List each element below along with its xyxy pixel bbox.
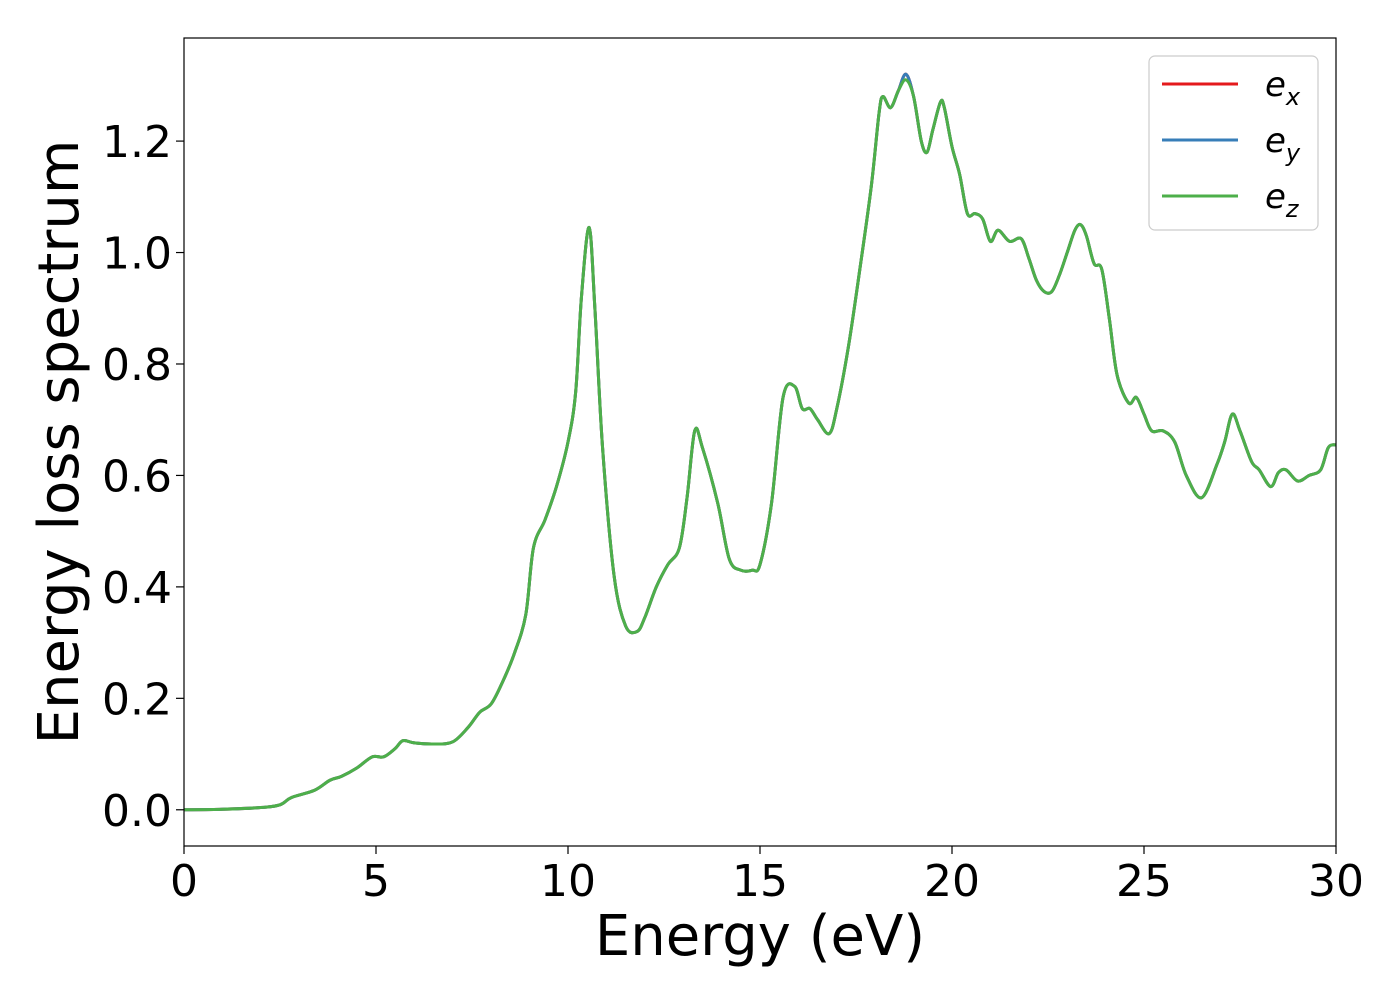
series-line-e-z <box>183 78 1337 812</box>
y-axis: 0.0 0.2 0.4 0.6 0.8 1.0 1.2 <box>102 117 184 837</box>
y-axis-label: Energy loss spectrum <box>27 140 92 745</box>
x-tick-label: 10 <box>540 856 596 907</box>
y-tick-label: 1.2 <box>102 117 172 168</box>
series-layer <box>183 72 1337 812</box>
x-tick-label: 0 <box>170 856 198 907</box>
y-tick-label: 0.0 <box>102 786 172 837</box>
x-tick-label: 15 <box>732 856 788 907</box>
y-tick-label: 0.6 <box>102 451 172 502</box>
x-axis: 0 5 10 15 20 25 30 <box>170 846 1364 907</box>
legend-label-e-x: ex <box>1265 65 1301 111</box>
y-tick-label: 1.0 <box>102 229 172 280</box>
x-tick-label: 30 <box>1308 856 1364 907</box>
x-tick-label: 25 <box>1116 856 1172 907</box>
plot-background <box>184 38 1336 846</box>
y-tick-label: 0.8 <box>102 340 172 391</box>
y-tick-label: 0.2 <box>102 674 172 725</box>
x-tick-label: 5 <box>362 856 390 907</box>
legend: ex ey ez <box>1148 55 1319 231</box>
legend-box <box>1148 55 1319 231</box>
x-axis-label: Energy (eV) <box>595 904 925 969</box>
legend-label-e-z: ez <box>1265 177 1300 223</box>
legend-label-e-y: ey <box>1265 121 1301 167</box>
x-tick-label: 20 <box>924 856 980 907</box>
y-tick-label: 0.4 <box>102 563 172 614</box>
